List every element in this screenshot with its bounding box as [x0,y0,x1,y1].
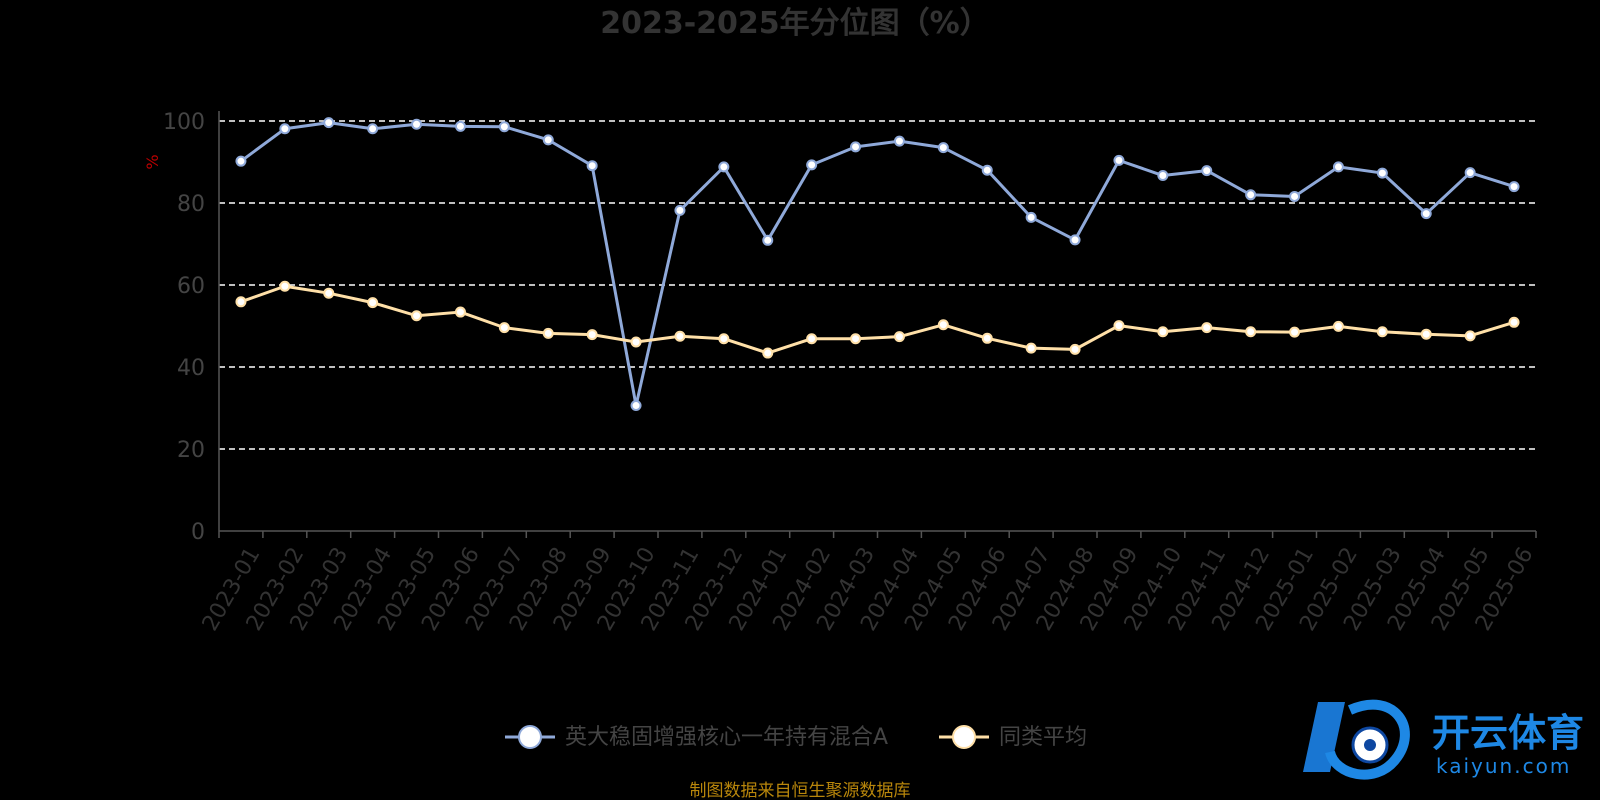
data-point[interactable] [1201,322,1213,334]
series-lines [235,117,1520,412]
data-point[interactable] [235,296,247,308]
data-point[interactable] [893,135,905,147]
series-line [240,284,1515,355]
data-point[interactable] [367,123,379,135]
chart-title: 2023-2025年分位图（%） [600,6,990,41]
y-tick-label: 0 [191,520,205,545]
data-point[interactable] [1289,190,1301,202]
data-point[interactable] [454,120,466,132]
data-point[interactable] [718,161,730,173]
y-tick-label: 40 [177,356,205,381]
data-point[interactable] [850,141,862,153]
y-tick-label: 60 [177,274,205,299]
data-point[interactable] [1464,330,1476,342]
y-tick-label: 100 [163,110,205,135]
data-point[interactable] [1508,316,1520,328]
data-point[interactable] [411,118,423,130]
data-point[interactable] [762,347,774,359]
data-point[interactable] [1332,320,1344,332]
data-point[interactable] [630,400,642,412]
data-point[interactable] [1376,326,1388,338]
source-note: 制图数据来自恒生聚源数据库 [690,781,911,800]
data-point[interactable] [937,142,949,154]
data-point[interactable] [1332,161,1344,173]
legend-item-average[interactable]: 同类平均 [939,725,1087,750]
x-axis-ticks: 2023-012023-022023-032023-042023-052023-… [198,531,1539,635]
data-point[interactable] [586,160,598,172]
series-line [240,121,1515,408]
legend-fund-label: 英大稳固增强核心一年持有混合A [565,725,888,750]
data-point[interactable] [981,164,993,176]
data-point[interactable] [367,297,379,309]
data-point[interactable] [542,134,554,146]
y-tick-label: 80 [177,192,205,217]
data-point[interactable] [674,330,686,342]
data-point[interactable] [1025,211,1037,223]
data-point[interactable] [279,280,291,292]
data-point[interactable] [1157,326,1169,338]
series-0 [235,117,1520,412]
data-point[interactable] [1508,181,1520,193]
data-point[interactable] [586,329,598,341]
watermark-brand: 开云体育 [1432,711,1584,755]
data-point[interactable] [850,333,862,345]
data-point[interactable] [235,155,247,167]
legend-average-marker [952,725,976,749]
data-point[interactable] [937,319,949,331]
data-point[interactable] [806,159,818,171]
data-point[interactable] [1113,320,1125,332]
series-1 [235,280,1520,359]
data-point[interactable] [674,204,686,216]
data-point[interactable] [1245,326,1257,338]
data-point[interactable] [1069,343,1081,355]
legend-item-fund[interactable]: 英大稳固增强核心一年持有混合A [505,725,888,750]
data-point[interactable] [1464,167,1476,179]
data-point[interactable] [630,336,642,348]
data-point[interactable] [1157,170,1169,182]
data-point[interactable] [498,322,510,334]
y-axis-unit: % [143,154,162,169]
data-point[interactable] [1289,326,1301,338]
y-axis-ticks: 0 20 40 60 80 100 [163,110,205,545]
legend-average-label: 同类平均 [999,725,1087,750]
data-point[interactable] [323,287,335,299]
watermark-logo: 开云体育 kaiyun.com [1303,699,1584,780]
data-point[interactable] [806,333,818,345]
logo-emblem [1303,699,1410,780]
data-point[interactable] [454,306,466,318]
data-point[interactable] [893,331,905,343]
watermark-domain: kaiyun.com [1436,754,1571,778]
y-tick-label: 20 [177,438,205,463]
data-point[interactable] [1376,167,1388,179]
data-point[interactable] [279,123,291,135]
data-point[interactable] [718,333,730,345]
data-point[interactable] [981,332,993,344]
data-point[interactable] [1201,165,1213,177]
legend[interactable]: 英大稳固增强核心一年持有混合A 同类平均 [505,725,1087,750]
data-point[interactable] [1025,342,1037,354]
data-point[interactable] [1069,234,1081,246]
data-point[interactable] [1420,208,1432,220]
data-point[interactable] [1420,328,1432,340]
data-point[interactable] [1245,189,1257,201]
data-point[interactable] [498,121,510,133]
data-point[interactable] [1113,154,1125,166]
data-point[interactable] [542,327,554,339]
legend-fund-marker [518,725,542,749]
data-point[interactable] [762,234,774,246]
data-point[interactable] [411,310,423,322]
data-point[interactable] [323,117,335,129]
